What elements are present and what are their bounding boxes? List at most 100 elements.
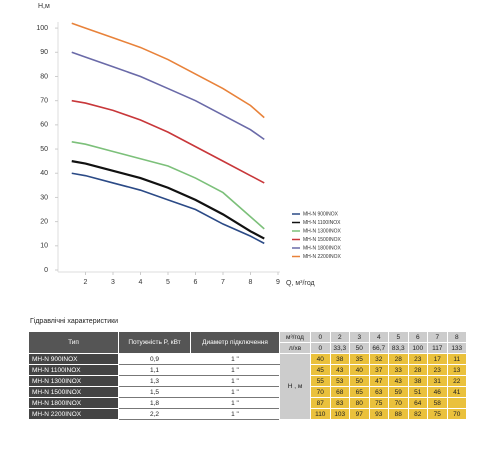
head-cell: 68	[329, 386, 350, 398]
head-cell: 33	[388, 364, 409, 376]
flow-cell: 8	[446, 331, 467, 343]
y-tick-label: 20	[40, 218, 48, 225]
diameter-cell: 1 "	[190, 353, 280, 365]
y-axis-label: H,м	[38, 3, 50, 10]
flow-cell: 2	[329, 331, 350, 343]
type-cell: MH-N 1300INOX	[28, 375, 119, 387]
y-tick-label: 40	[40, 170, 48, 177]
x-tick-label: 7	[221, 279, 225, 286]
data-row: MH-N 1800INOX 1,8 1 " 87 83 80 75 70 64 58	[28, 397, 467, 409]
head-cell: 70	[310, 386, 331, 398]
power-cell: 1,3	[118, 375, 191, 387]
unit-cell: м³/год	[279, 331, 311, 343]
type-cell: MH-N 2200INOX	[28, 408, 119, 420]
unit-cell: л/хв	[279, 342, 311, 354]
head-cell: 70	[388, 397, 409, 409]
head-cell: 28	[407, 364, 428, 376]
head-cell: 46	[427, 386, 448, 398]
head-cell: 43	[388, 375, 409, 387]
head-cell: 23	[407, 353, 428, 365]
y-tick-label: 100	[36, 25, 48, 32]
diameter-cell: 1 "	[190, 375, 280, 387]
power-cell: 2,2	[118, 408, 191, 420]
head-cell: 32	[368, 353, 389, 365]
head-cell: 11	[446, 353, 467, 365]
head-cell: 64	[407, 397, 428, 409]
diameter-cell: 1 "	[190, 386, 280, 398]
head-cell: 93	[368, 408, 389, 420]
series-line	[71, 172, 265, 245]
head-cell: 37	[368, 364, 389, 376]
y-tick-label: 80	[40, 73, 48, 80]
head-cell: 110	[310, 408, 331, 420]
legend-label: MH-N 1800INOX	[303, 245, 341, 251]
head-cell: 63	[368, 386, 389, 398]
unit-cell: Н , м	[279, 353, 311, 420]
head-cell: 13	[446, 364, 467, 376]
data-row: MH-N 2200INOX 2,2 1 " 110 103 97 93 88 82 75 70	[28, 408, 467, 420]
data-row: MH-N 900INOX 0,9 1 " Н , м 40 38 35 32 28 23 17 11	[28, 353, 467, 420]
head-cell: 70	[446, 408, 467, 420]
x-tick-label: 5	[166, 279, 170, 286]
flow-cell: 4	[368, 331, 389, 343]
flow-cell: 7	[427, 331, 448, 343]
flow-cell: 66,7	[368, 342, 389, 354]
legend-label: MH-N 1500INOX	[303, 237, 341, 243]
x-axis-label: Q, м³/год	[286, 280, 315, 287]
flow-cell: 50	[349, 342, 370, 354]
series-line	[71, 99, 265, 184]
x-tick-label: 2	[84, 279, 88, 286]
header-cell: Тип	[28, 331, 119, 354]
y-tick-label: 30	[40, 194, 48, 201]
head-cell: 31	[427, 375, 448, 387]
data-row: MH-N 1500INOX 1,5 1 " 70 68 65 63 59 51 46 41	[28, 386, 467, 398]
head-cell: 55	[310, 375, 331, 387]
power-cell: 1,8	[118, 397, 191, 409]
data-row: MH-N 1100INOX 1,1 1 " 45 43 40 37 33 28 23 13	[28, 364, 467, 376]
head-cell: 40	[349, 364, 370, 376]
x-tick-label: 9	[276, 279, 280, 286]
flow-cell: 0	[310, 342, 331, 354]
head-cell: 83	[329, 397, 350, 409]
head-cell: 22	[446, 375, 467, 387]
y-tick-label: 0	[44, 267, 48, 274]
head-cell: 41	[446, 386, 467, 398]
head-cell: 75	[427, 408, 448, 420]
head-cell: 17	[427, 353, 448, 365]
power-cell: 0,9	[118, 353, 191, 365]
y-tick-label: 50	[40, 146, 48, 153]
type-cell: MH-N 1100INOX	[28, 364, 119, 376]
series-line	[71, 51, 265, 141]
legend-label: MH-N 2200INOX	[303, 254, 341, 260]
chart: H,м Q, м³/год 0 10 20 30 40 50 60 70 80 90 100 2 3 4 5…	[36, 3, 341, 287]
head-cell: 43	[329, 364, 350, 376]
head-cell: 35	[349, 353, 370, 365]
diameter-cell: 1 "	[190, 408, 280, 420]
power-cell: 1,5	[118, 386, 191, 398]
head-cell: 23	[427, 364, 448, 376]
head-cell: 53	[329, 375, 350, 387]
y-tick-label: 60	[40, 122, 48, 129]
head-cell: 88	[388, 408, 409, 420]
flow-cell: 5	[388, 331, 409, 343]
flow-cell: 117	[427, 342, 448, 354]
head-cell: 45	[310, 364, 331, 376]
head-cell: 80	[349, 397, 370, 409]
flow-cell: 100	[407, 342, 428, 354]
table: Тип Потужність P, кВт Диаметр підключення м…	[28, 331, 467, 420]
y-tick-label: 10	[40, 243, 48, 250]
x-tick-label: 3	[111, 279, 115, 286]
head-cell: 38	[407, 375, 428, 387]
head-cell: 59	[388, 386, 409, 398]
head-cell: 58	[427, 397, 448, 409]
diameter-cell: 1 "	[190, 397, 280, 409]
x-tick-label: 6	[194, 279, 198, 286]
series-line	[71, 160, 265, 240]
legend-label: MH-N 1100INOX	[303, 220, 341, 226]
x-tick-label: 4	[139, 279, 143, 286]
header-cell: Диаметр підключення	[190, 331, 280, 354]
y-tick-label: 70	[40, 98, 48, 105]
head-cell: 103	[329, 408, 350, 420]
empty-cell	[446, 397, 467, 409]
